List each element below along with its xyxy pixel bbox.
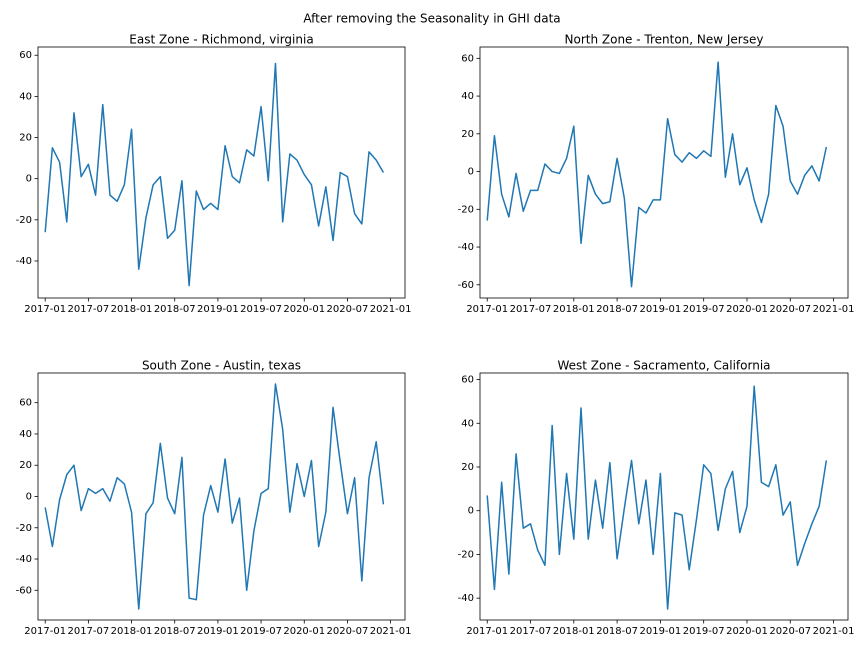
x-tick-label: 2019-07 (683, 304, 725, 315)
plot-frame (479, 46, 849, 299)
subplot-title: West Zone - Sacramento, California (557, 359, 770, 373)
y-tick-label: -20 (458, 549, 474, 560)
y-tick-label: -60 (16, 585, 32, 596)
y-tick-label: 0 (26, 492, 32, 503)
y-tick-label: 60 (19, 398, 32, 409)
y-tick-label: 60 (461, 53, 474, 64)
x-tick-label: 2017-01 (466, 626, 508, 637)
x-tick-label: 2017-01 (24, 626, 66, 637)
plot-frame (37, 46, 406, 299)
y-tick-label: 40 (19, 429, 32, 440)
x-tick-label: 2019-01 (197, 304, 239, 315)
x-tick-label: 2020-07 (769, 626, 811, 637)
x-tick-label: 2020-01 (283, 304, 325, 315)
x-tick-label: 2020-07 (769, 304, 811, 315)
x-tick-label: 2018-01 (111, 304, 153, 315)
subplot-title: East Zone - Richmond, virginia (129, 33, 313, 47)
y-tick-label: -20 (16, 523, 32, 534)
x-tick-label: 2021-01 (370, 626, 412, 637)
x-tick-label: 2020-01 (283, 626, 325, 637)
y-tick-label: -20 (458, 204, 474, 215)
x-tick-label: 2019-01 (197, 626, 239, 637)
data-line (486, 61, 828, 288)
x-tick-label: 2017-07 (67, 626, 109, 637)
y-tick-label: 20 (461, 129, 474, 140)
figure-title: After removing the Seasonality in GHI da… (303, 12, 560, 26)
y-tick-label: 40 (19, 91, 32, 102)
x-tick-label: 2018-01 (553, 304, 595, 315)
x-tick-label: 2019-07 (683, 626, 725, 637)
x-tick-label: 2021-01 (813, 626, 855, 637)
y-tick-label: -40 (458, 242, 474, 253)
x-tick-label: 2018-07 (154, 626, 196, 637)
x-tick-label: 2018-01 (111, 626, 153, 637)
y-tick-label: 20 (461, 462, 474, 473)
y-tick-label: 60 (461, 375, 474, 386)
data-line (44, 383, 385, 610)
x-tick-label: 2018-07 (596, 304, 638, 315)
x-tick-label: 2017-07 (67, 304, 109, 315)
x-tick-label: 2017-01 (466, 304, 508, 315)
y-tick-label: 0 (468, 167, 474, 178)
x-tick-label: 2020-07 (327, 304, 369, 315)
x-tick-label: 2019-07 (240, 626, 282, 637)
x-tick-label: 2018-07 (596, 626, 638, 637)
x-tick-label: 2019-01 (639, 304, 681, 315)
x-tick-label: 2019-07 (240, 304, 282, 315)
x-tick-label: 2021-01 (813, 304, 855, 315)
y-tick-label: 0 (468, 506, 474, 517)
y-tick-label: -40 (458, 593, 474, 604)
y-tick-label: 20 (19, 460, 32, 471)
y-tick-label: 40 (461, 418, 474, 429)
data-line (486, 385, 828, 610)
subplot-title: South Zone - Austin, texas (142, 359, 301, 373)
x-tick-label: 2017-07 (510, 626, 552, 637)
x-tick-label: 2018-01 (553, 626, 595, 637)
plot-frame (479, 372, 849, 621)
x-tick-label: 2021-01 (370, 304, 412, 315)
x-tick-label: 2019-01 (639, 626, 681, 637)
data-line (44, 62, 385, 287)
x-tick-label: 2017-01 (24, 304, 66, 315)
x-tick-label: 2020-01 (726, 626, 768, 637)
x-tick-label: 2020-07 (327, 626, 369, 637)
y-tick-label: -60 (458, 280, 474, 291)
plot-frame (37, 372, 406, 621)
x-tick-label: 2017-07 (510, 304, 552, 315)
y-tick-label: 40 (461, 91, 474, 102)
y-tick-label: -40 (16, 554, 32, 565)
x-tick-label: 2018-07 (154, 304, 196, 315)
y-tick-label: -20 (16, 215, 32, 226)
subplot-title: North Zone - Trenton, New Jersey (565, 33, 764, 47)
y-tick-label: -40 (16, 256, 32, 267)
y-tick-label: 60 (19, 50, 32, 61)
x-tick-label: 2020-01 (726, 304, 768, 315)
y-tick-label: 20 (19, 133, 32, 144)
y-tick-label: 0 (26, 174, 32, 185)
